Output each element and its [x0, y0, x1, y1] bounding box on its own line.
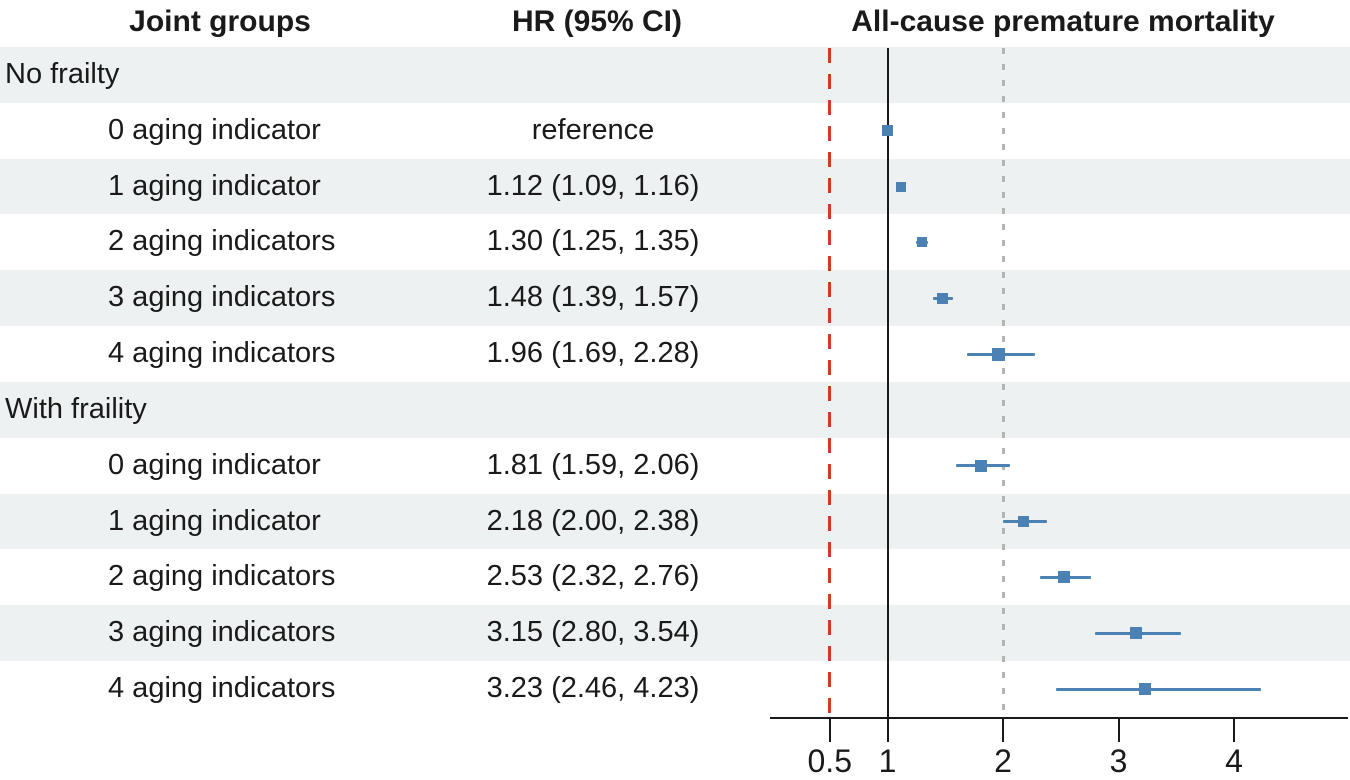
reference-line-dotted: [1001, 48, 1005, 717]
item-label: 3 aging indicators: [108, 281, 336, 314]
group-label: With fraility: [5, 392, 147, 425]
point-estimate-marker: [1139, 683, 1152, 696]
item-label: 3 aging indicators: [108, 616, 336, 649]
hr-ci-value: 1.81 (1.59, 2.06): [486, 448, 700, 481]
row-band-shaded: [0, 47, 1350, 103]
row-band-shaded: [0, 381, 1350, 438]
point-estimate-marker: [991, 347, 1005, 361]
x-axis-tick: [1117, 719, 1120, 742]
item-label: 4 aging indicators: [108, 337, 336, 370]
column-header-hr-ci: HR (95% CI): [511, 5, 683, 38]
point-estimate-marker: [975, 459, 988, 472]
x-axis-tick-label: 1: [878, 743, 897, 779]
x-axis-tick: [828, 719, 831, 742]
group-label: No frailty: [5, 58, 120, 90]
x-axis-tick-label: 4: [1225, 743, 1243, 779]
item-label: 1 aging indicator: [108, 504, 321, 537]
hr-ci-value: 2.53 (2.32, 2.76): [486, 560, 700, 593]
point-estimate-marker: [1129, 627, 1142, 640]
row-band-shaded: [0, 270, 1350, 327]
hr-ci-value: 1.48 (1.39, 1.57): [486, 281, 700, 314]
reference-line-solid: [886, 48, 889, 717]
point-estimate-marker: [917, 237, 928, 248]
item-label: 0 aging indicator: [108, 113, 321, 146]
row-band-shaded: [0, 493, 1350, 550]
item-label: 2 aging indicators: [108, 560, 336, 593]
hr-ci-value: 3.15 (2.80, 3.54): [486, 616, 700, 649]
hr-ci-value: 3.23 (2.46, 4.23): [486, 672, 700, 705]
hr-ci-value: 1.96 (1.69, 2.28): [486, 337, 700, 370]
hr-ci-value: 1.30 (1.25, 1.35): [486, 225, 700, 258]
x-axis-tick: [886, 719, 889, 742]
point-estimate-marker: [1058, 571, 1071, 584]
item-label: 4 aging indicators: [108, 672, 336, 705]
hr-ci-value: 2.18 (2.00, 2.38): [486, 504, 700, 537]
item-label: 1 aging indicator: [108, 169, 321, 202]
item-label: 2 aging indicators: [108, 225, 336, 258]
point-estimate-marker: [882, 125, 893, 137]
x-axis-tick-label: 0.5: [807, 743, 852, 779]
row-band-shaded: [0, 158, 1350, 215]
reference-line-dashed: [828, 48, 832, 717]
ci-line: [1056, 687, 1261, 691]
x-axis-tick: [1002, 719, 1004, 742]
hr-ci-value: 1.12 (1.09, 1.16): [486, 169, 700, 202]
point-estimate-marker: [1018, 516, 1030, 528]
point-estimate-marker: [937, 292, 949, 304]
x-axis-tick: [1233, 719, 1235, 742]
point-estimate-marker: [896, 181, 907, 192]
x-axis-tick-label: 3: [1109, 743, 1128, 779]
item-label: 0 aging indicator: [108, 448, 321, 481]
column-header-joint-groups: Joint groups: [129, 5, 311, 38]
x-axis-line: [770, 717, 1348, 719]
column-header-outcome: All-cause premature mortality: [851, 5, 1275, 38]
hr-ci-value: reference: [531, 113, 655, 146]
x-axis-tick-label: 2: [994, 743, 1012, 779]
